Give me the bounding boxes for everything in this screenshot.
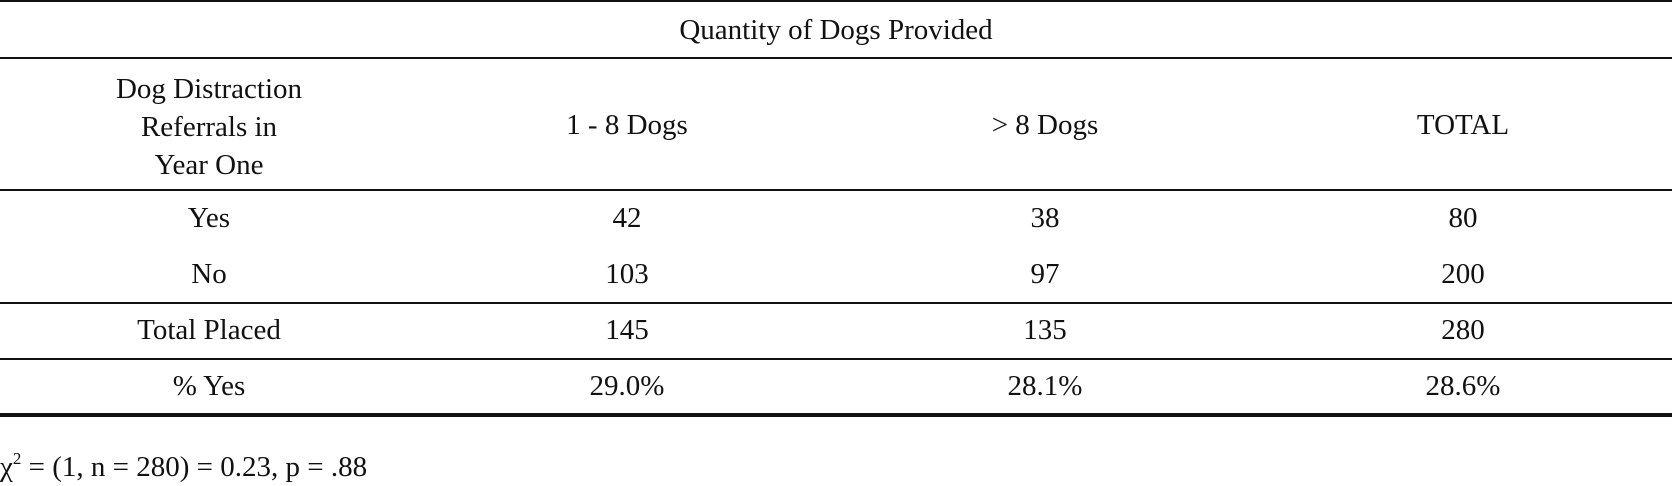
- table-cell: 28.1%: [1007, 370, 1083, 402]
- row-label: Yes: [187, 202, 231, 234]
- header-bottom-rule: [0, 189, 1672, 191]
- chi-square-footnote: χ2 = (1, n = 280) = 0.23, p = .88: [0, 440, 367, 486]
- table-cell: 135: [1023, 314, 1067, 346]
- chi-superscript: 2: [12, 449, 22, 468]
- table-cell: 280: [1441, 314, 1485, 346]
- spanner-header: Quantity of Dogs Provided: [679, 14, 993, 46]
- table-cell: 80: [1448, 202, 1478, 234]
- body-bottom-rule: [0, 302, 1672, 304]
- table-cell: 38: [1030, 202, 1060, 234]
- column-header-total: TOTAL: [1416, 109, 1510, 141]
- table-top-rule: [0, 0, 1672, 2]
- table-cell: 97: [1030, 258, 1060, 290]
- table-cell: 103: [605, 258, 649, 290]
- table-cell: 200: [1441, 258, 1485, 290]
- table-cell: 145: [605, 314, 649, 346]
- chi-symbol: χ: [0, 451, 13, 483]
- table-bottom-rule: [0, 413, 1672, 417]
- spanner-rule: [0, 57, 1672, 59]
- stub-header-line: Dog Distraction: [115, 73, 303, 105]
- column-header-1-8-dogs: 1 - 8 Dogs: [566, 109, 688, 141]
- row-label: Total Placed: [137, 314, 281, 346]
- row-label: % Yes: [172, 370, 246, 402]
- table-cell: 29.0%: [589, 370, 665, 402]
- table-cell: 28.6%: [1425, 370, 1501, 402]
- table-cell: 42: [612, 202, 642, 234]
- footnote-text: = (1, n = 280) = 0.23, p = .88: [21, 451, 368, 483]
- row-label: No: [191, 258, 227, 290]
- total-bottom-rule: [0, 358, 1672, 360]
- stub-header-line: Year One: [154, 149, 264, 181]
- column-header-over-8-dogs: > 8 Dogs: [991, 109, 1099, 141]
- stub-header: Dog Distraction Referrals in Year One: [0, 70, 418, 184]
- stub-header-line: Referrals in: [140, 111, 278, 143]
